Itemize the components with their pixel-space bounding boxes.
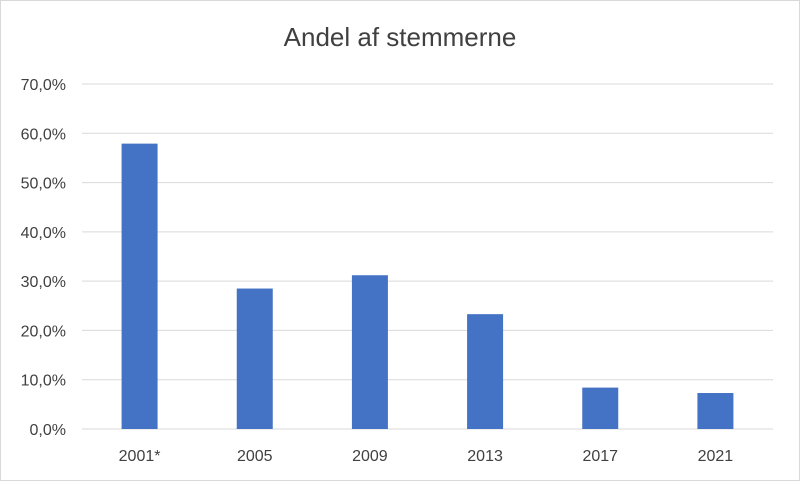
- chart-title: Andel af stemmerne: [283, 22, 517, 52]
- y-axis-tick-labels: 0,0% 10,0% 20,0% 30,0% 40,0% 50,0% 60,0% 70,0%: [21, 77, 66, 439]
- y-tick-label: 20,0%: [21, 323, 66, 340]
- bar-2001: [121, 143, 158, 429]
- gridlines: [82, 83, 773, 430]
- bar-2005: [236, 288, 273, 429]
- bar-2021: [697, 393, 734, 429]
- y-tick-label: 10,0%: [21, 373, 66, 390]
- y-tick-label: 70,0%: [21, 77, 66, 94]
- x-tick-label: 2009: [352, 448, 388, 465]
- bars: [121, 143, 734, 429]
- x-tick-label: 2005: [237, 448, 273, 465]
- x-tick-label: 2013: [467, 448, 503, 465]
- bar-2013: [467, 314, 504, 429]
- bar-2009: [351, 275, 388, 429]
- y-tick-label: 40,0%: [21, 225, 66, 242]
- x-tick-label: 2001*: [119, 448, 161, 465]
- y-tick-label: 50,0%: [21, 176, 66, 193]
- x-axis-tick-labels: 2001* 2005 2009 2013 2017 2021: [119, 448, 734, 465]
- x-tick-label: 2017: [582, 448, 618, 465]
- y-tick-label: 60,0%: [21, 126, 66, 143]
- x-tick-label: 2021: [698, 448, 734, 465]
- bar-2017: [582, 387, 619, 429]
- y-tick-label: 30,0%: [21, 274, 66, 291]
- y-tick-label: 0,0%: [30, 422, 66, 439]
